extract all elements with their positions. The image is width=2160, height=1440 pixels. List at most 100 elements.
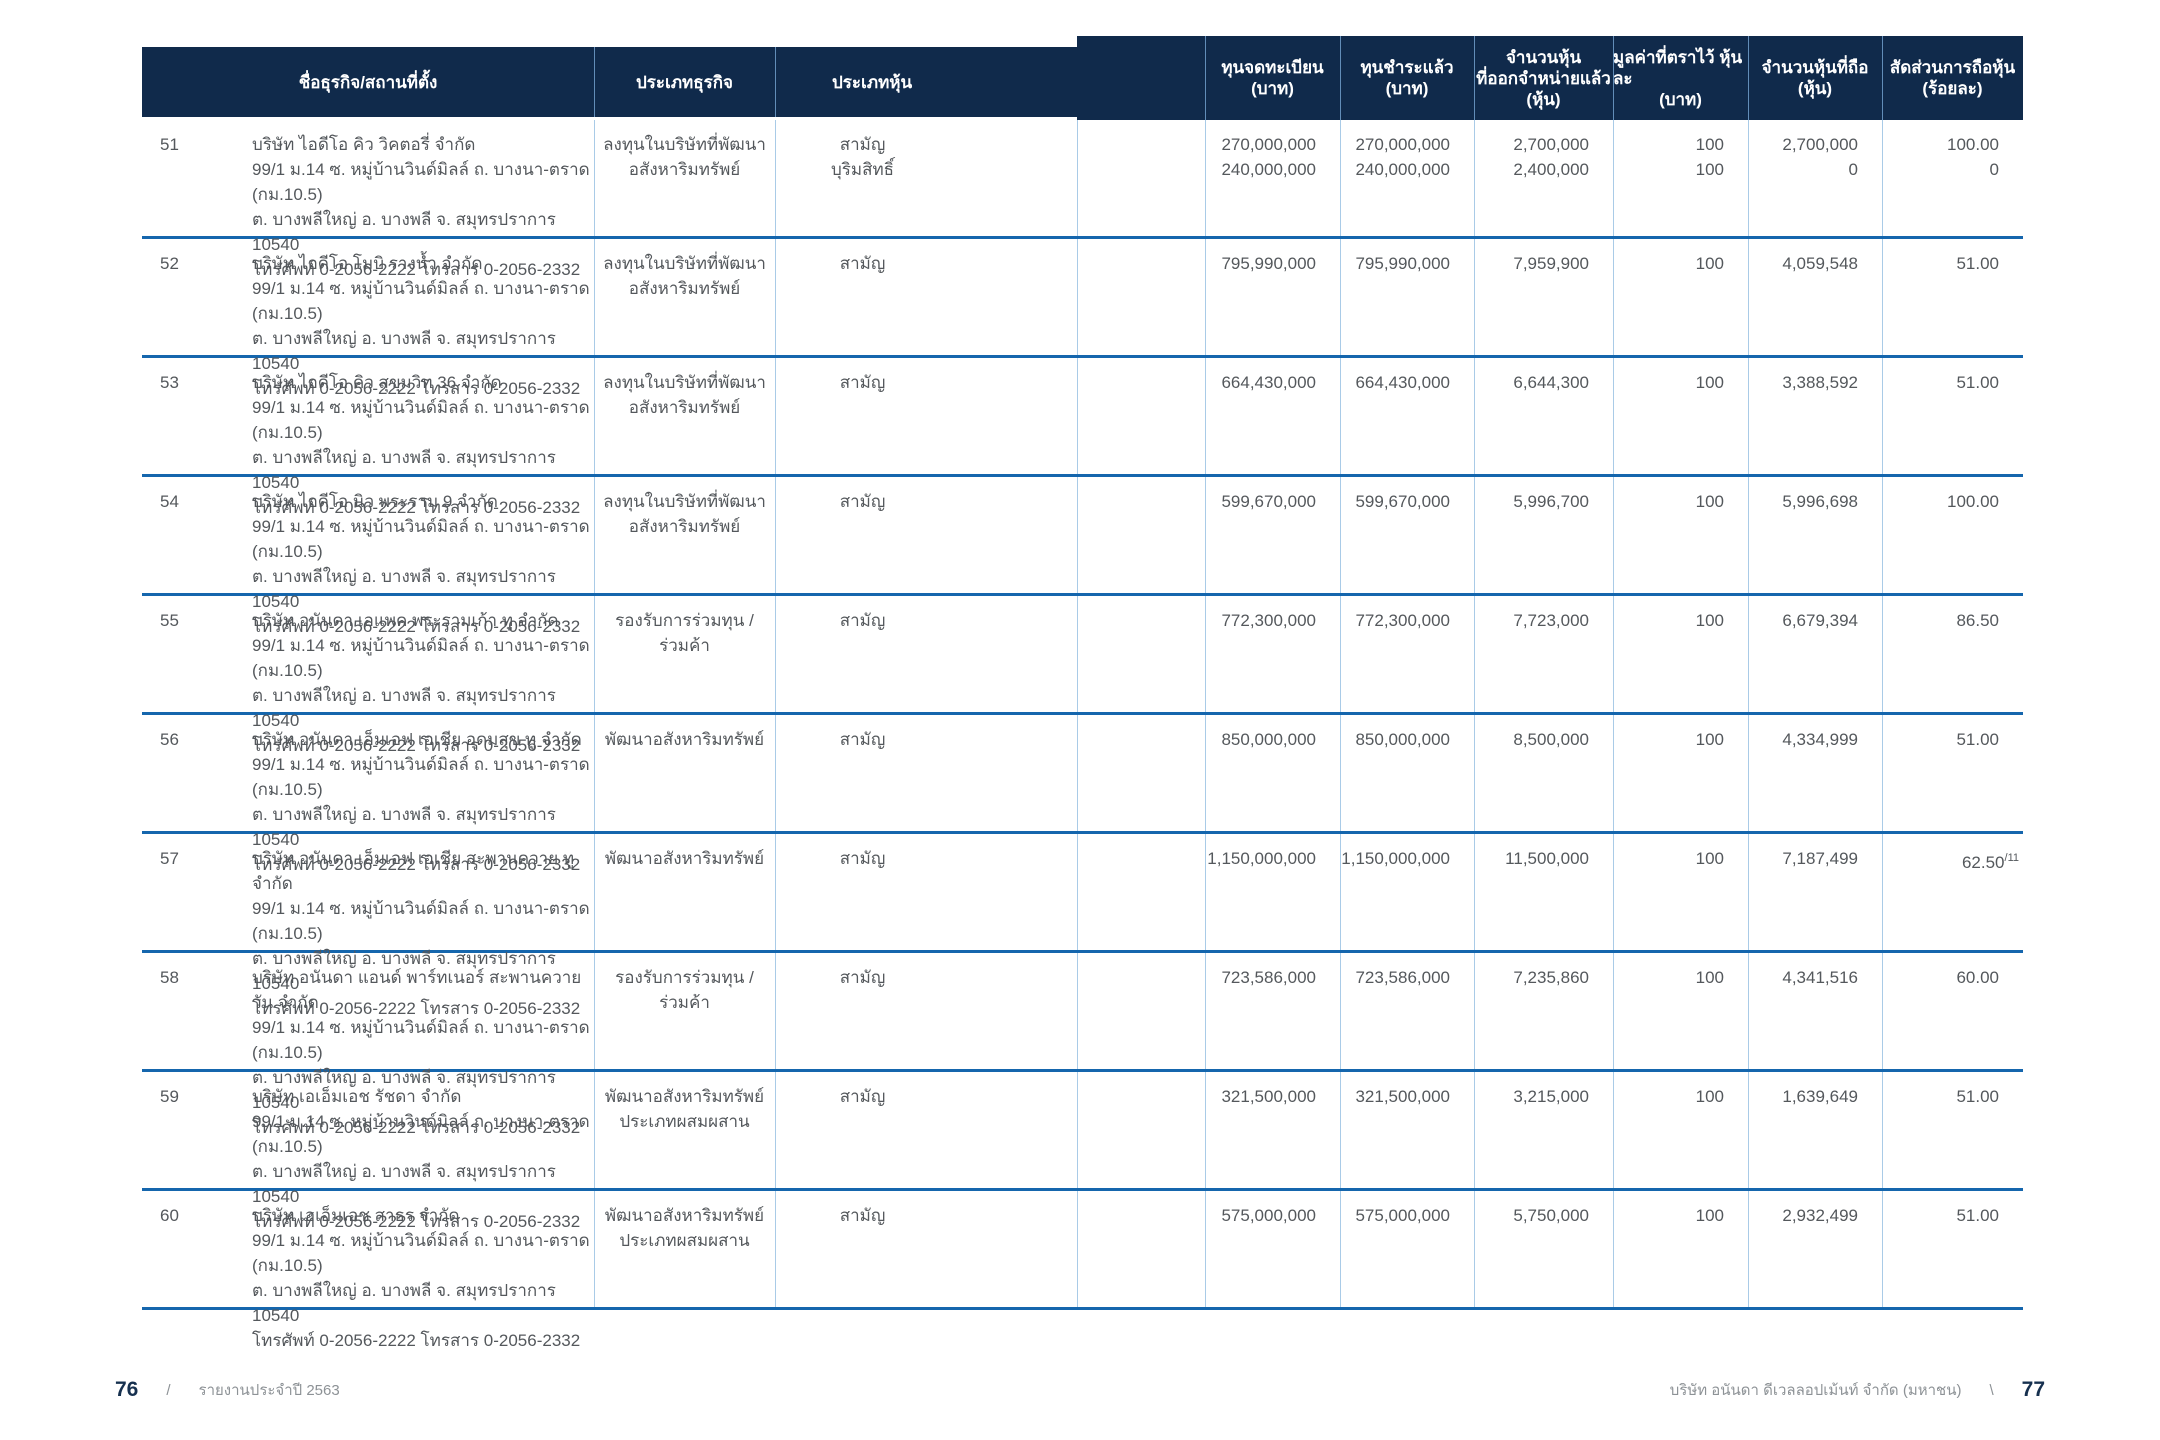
company-name-address: บริษัท เอเอ็มเอช รัชดา จำกัด 99/1 ม.14 ซ.…	[252, 1072, 594, 1231]
cell-line: โทรศัพท์ 0-2056-2222 โทรสาร 0-2056-2332	[252, 736, 581, 755]
header-divider	[594, 47, 595, 117]
cell-line: ลงทุนในบริษัทที่พัฒนา	[603, 135, 766, 154]
cell-line: 99/1 ม.14 ซ. หมู่บ้านวินด์มิลล์ ถ. บางนา…	[252, 279, 590, 323]
column-divider	[1613, 120, 1614, 1310]
share-type-cell: สามัญ บุริมสิทธิ์	[775, 120, 950, 236]
par-value-cell: 100	[1613, 715, 1748, 831]
header-par-value: มูลค่าที่ตราไว้ หุ้นละ (บาท)	[1613, 36, 1748, 120]
shares-held-cell: 3,388,592	[1748, 358, 1882, 474]
cell-line: 99/1 ม.14 ซ. หมู่บ้านวินด์มิลล์ ถ. บางนา…	[252, 517, 590, 561]
par-value-cell: 100	[1613, 1191, 1748, 1307]
share-type-cell: สามัญ	[775, 715, 950, 831]
cell-line: ลงทุนในบริษัทที่พัฒนา	[603, 373, 766, 392]
cell-line: โทรศัพท์ 0-2056-2222 โทรสาร 0-2056-2332	[252, 1331, 581, 1350]
spacer-cell	[950, 1072, 1205, 1188]
shares-issued-cell: 11,500,000	[1474, 834, 1613, 950]
shares-held-cell: 4,341,516	[1748, 953, 1882, 1069]
cell-line: สามัญ	[839, 849, 886, 868]
cell-line: 51.00	[1956, 730, 1999, 749]
cell-line: 86.50	[1956, 611, 1999, 630]
cell-line: 3,388,592	[1782, 373, 1858, 392]
shares-issued-cell: 7,959,900	[1474, 239, 1613, 355]
holding-percent-cell: 100.00	[1882, 477, 2023, 593]
cell-line: 7,235,860	[1513, 968, 1589, 987]
cell-line: รองรับการร่วมทุน /	[615, 611, 754, 630]
spacer-cell	[950, 834, 1205, 950]
cell-line: 4,341,516	[1782, 968, 1858, 987]
table-header: ชื่อธุรกิจ/สถานที่ตั้ง ประเภทธุรกิจ ประเ…	[142, 36, 2023, 120]
cell-line: 850,000,000	[1355, 730, 1450, 749]
cell-line: อสังหาริมทรัพย์	[628, 517, 741, 536]
cell-line: 1,150,000,000	[1341, 849, 1450, 868]
paid-up-capital-cell: 599,670,000	[1340, 477, 1474, 593]
cell-line: 100	[1695, 254, 1724, 273]
company-name-address: บริษัท ไอดีโอ โมบิ รางน้ำ จำกัด 99/1 ม.14…	[252, 239, 594, 398]
row-number: 58	[160, 968, 179, 987]
cell-line: 2,700,000	[1782, 135, 1858, 154]
column-divider	[594, 120, 595, 1310]
cell-line: รองรับการร่วมทุน /	[615, 968, 754, 987]
footer-report-title: รายงานประจำปี 2563	[198, 1382, 340, 1399]
spacer-cell	[950, 953, 1205, 1069]
cell-line: บริษัท อนันดา เอแพค พระรามเก้า ทู จำกัด	[252, 611, 559, 630]
table-row: 53 บริษัท ไอดีโอ คิว สุขุมวิท 36 จำกัด 99…	[142, 358, 2023, 517]
row-number: 55	[160, 611, 179, 630]
cell-line: 99/1 ม.14 ซ. หมู่บ้านวินด์มิลล์ ถ. บางนา…	[252, 398, 590, 442]
cell-line: 11,500,000	[1505, 849, 1589, 868]
cell-line: บุริมสิทธิ์	[830, 160, 895, 179]
share-type-cell: สามัญ	[775, 834, 950, 950]
paid-up-capital-cell: 772,300,000	[1340, 596, 1474, 712]
column-divider	[1077, 120, 1078, 1310]
page-number-left: 76	[115, 1378, 139, 1401]
cell-line: 6,679,394	[1782, 611, 1858, 630]
company-name-address: บริษัท อนันดา เอแพค พระรามเก้า ทู จำกัด 9…	[252, 596, 594, 755]
footer-right: บริษัท อนันดา ดีเวลลอปเม้นท์ จำกัด (มหาช…	[1670, 1372, 2045, 1408]
spacer-cell	[950, 715, 1205, 831]
cell-line: 240,000,000	[1355, 160, 1450, 179]
cell-line: 850,000,000	[1221, 730, 1316, 749]
cell-line: 270,000,000	[1355, 135, 1450, 154]
cell-line: พัฒนาอสังหาริมทรัพย์	[604, 1206, 765, 1225]
cell-line: 270,000,000	[1221, 135, 1316, 154]
table-row: 58 บริษัท อนันดา แอนด์ พาร์ทเนอร์ สะพานค…	[142, 953, 2023, 1137]
cell-line: 795,990,000	[1221, 254, 1316, 273]
header-share-type: ประเภทหุ้น	[775, 47, 1077, 117]
paid-up-capital-cell: 795,990,000	[1340, 239, 1474, 355]
cell-line: ร่วมค้า	[659, 993, 710, 1012]
column-divider	[1882, 120, 1883, 1310]
cell-line: ต. บางพลีใหญ่ อ. บางพลี จ. สมุทรปราการ 1…	[252, 1068, 556, 1112]
par-value-cell: 100	[1613, 1072, 1748, 1188]
cell-line: 575,000,000	[1221, 1206, 1316, 1225]
cell-line: 8,500,000	[1513, 730, 1589, 749]
header-label: จำนวนหุ้นที่ถือ	[1761, 58, 1869, 77]
page-footer: 76 / รายงานประจำปี 2563 บริษัท อนันดา ดี…	[0, 1372, 2160, 1408]
header-label: จำนวนหุ้น	[1505, 47, 1582, 67]
row-number: 60	[160, 1206, 179, 1225]
cell-line: 2,932,499	[1782, 1206, 1858, 1225]
cell-line: 100	[1695, 968, 1724, 987]
cell-line: 62.50/11	[1961, 852, 2019, 872]
table-header-left-block: ชื่อธุรกิจ/สถานที่ตั้ง ประเภทธุรกิจ ประเ…	[142, 47, 1077, 117]
cell-line: ต. บางพลีใหญ่ อ. บางพลี จ. สมุทรปราการ 1…	[252, 329, 556, 373]
cell-line: ต. บางพลีใหญ่ อ. บางพลี จ. สมุทรปราการ 1…	[252, 805, 556, 849]
cell-line: 99/1 ม.14 ซ. หมู่บ้านวินด์มิลล์ ถ. บางนา…	[252, 636, 590, 680]
spacer-cell	[950, 477, 1205, 593]
registered-capital-cell: 575,000,000	[1205, 1191, 1340, 1307]
spacer-cell	[950, 596, 1205, 712]
shares-issued-cell: 7,235,860	[1474, 953, 1613, 1069]
cell-line: ต. บางพลีใหญ่ อ. บางพลี จ. สมุทรปราการ 1…	[252, 686, 556, 730]
company-name-address: บริษัท เอเอ็มเอช สาธร จำกัด 99/1 ม.14 ซ. …	[252, 1191, 594, 1350]
share-type-cell: สามัญ	[775, 953, 950, 1069]
business-type-cell: ลงทุนในบริษัทที่พัฒนา อสังหาริมทรัพย์	[594, 358, 775, 474]
cell-line: 100	[1695, 849, 1724, 868]
holding-percent-cell: 51.00	[1882, 715, 2023, 831]
cell-line: 99/1 ม.14 ซ. หมู่บ้านวินด์มิลล์ ถ. บางนา…	[252, 1231, 590, 1275]
cell-line: 100	[1695, 373, 1724, 392]
table-row: 52 บริษัท ไอดีโอ โมบิ รางน้ำ จำกัด 99/1 ม…	[142, 239, 2023, 398]
paid-up-capital-cell: 270,000,000 240,000,000	[1340, 120, 1474, 236]
footnote-marker: /11	[2004, 852, 2019, 864]
shares-issued-cell: 2,700,000 2,400,000	[1474, 120, 1613, 236]
cell-line: สามัญ	[839, 611, 886, 630]
registered-capital-cell: 664,430,000	[1205, 358, 1340, 474]
cell-line: 5,750,000	[1513, 1206, 1589, 1225]
